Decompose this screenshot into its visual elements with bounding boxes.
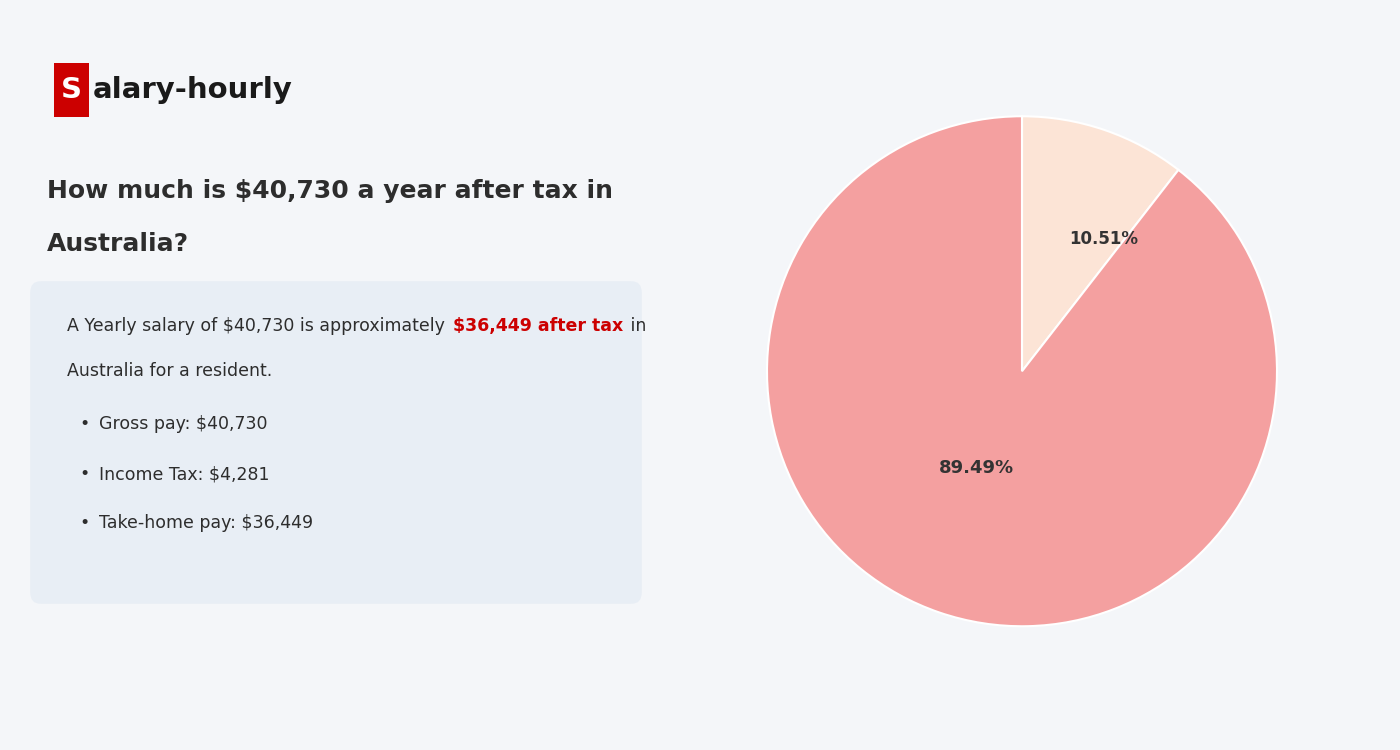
Text: How much is $40,730 a year after tax in: How much is $40,730 a year after tax in bbox=[48, 179, 613, 203]
Wedge shape bbox=[767, 116, 1277, 626]
FancyBboxPatch shape bbox=[53, 63, 88, 117]
Text: 10.51%: 10.51% bbox=[1070, 230, 1138, 248]
Text: $36,449 after tax: $36,449 after tax bbox=[452, 317, 623, 335]
Text: •: • bbox=[78, 514, 90, 532]
Text: A Yearly salary of $40,730 is approximately: A Yearly salary of $40,730 is approximat… bbox=[67, 317, 451, 335]
Text: Income Tax: $4,281: Income Tax: $4,281 bbox=[99, 465, 270, 483]
Text: S: S bbox=[60, 76, 81, 104]
Text: Australia?: Australia? bbox=[48, 232, 189, 256]
Text: •: • bbox=[78, 465, 90, 483]
Text: alary-hourly: alary-hourly bbox=[92, 76, 293, 104]
FancyBboxPatch shape bbox=[31, 281, 641, 604]
Text: Gross pay: $40,730: Gross pay: $40,730 bbox=[99, 415, 267, 433]
Text: Australia for a resident.: Australia for a resident. bbox=[67, 362, 273, 380]
Text: 89.49%: 89.49% bbox=[938, 459, 1014, 477]
Text: in: in bbox=[624, 317, 647, 335]
Text: Take-home pay: $36,449: Take-home pay: $36,449 bbox=[99, 514, 314, 532]
Text: •: • bbox=[78, 415, 90, 433]
Wedge shape bbox=[1022, 116, 1179, 371]
